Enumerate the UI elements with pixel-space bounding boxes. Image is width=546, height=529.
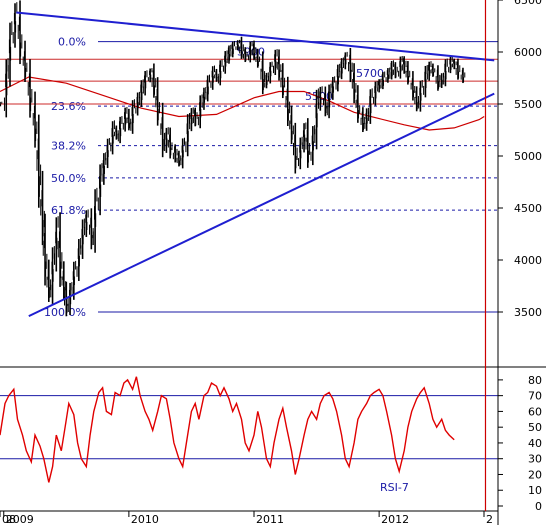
price-y-tick-label: 3500 xyxy=(514,306,542,319)
x-axis-tick-label: 2009 xyxy=(6,513,34,525)
rsi-y-tick-label: 10 xyxy=(528,484,542,497)
rsi-y-tick-label: 50 xyxy=(528,421,542,434)
rsi-y-tick-label: 0 xyxy=(535,500,542,513)
rsi-y-tick-label: 30 xyxy=(528,453,542,466)
fib-level-label: 100.0% xyxy=(44,306,86,319)
price-y-tick-label: 6000 xyxy=(514,46,542,59)
rsi-y-tick-label: 80 xyxy=(528,374,542,387)
fib-level-label: 0.0% xyxy=(58,36,86,49)
price-y-tick-label: 4500 xyxy=(514,202,542,215)
rsi-line xyxy=(0,376,455,483)
x-axis-tick-label: 2 xyxy=(486,513,493,525)
resistance-level-label: 5700 xyxy=(356,67,384,80)
rsi-y-tick-label: 20 xyxy=(528,468,542,481)
price-y-tick-label: 5500 xyxy=(514,98,542,111)
fib-level-label: 38.2% xyxy=(51,140,86,153)
rsi-panel: RSI-7 80 70 60 50 40 30 20 10 0 xyxy=(0,374,542,513)
rsi-legend-label: RSI-7 xyxy=(380,481,409,494)
trendline-downtrend xyxy=(16,11,495,62)
price-y-tick-label: 6500 xyxy=(514,0,542,7)
fib-level-label: 50.0% xyxy=(51,172,86,185)
rsi-y-tick-label: 70 xyxy=(528,390,542,403)
price-y-tick-label: 5000 xyxy=(514,150,542,163)
rsi-y-tick-label: 60 xyxy=(528,405,542,418)
fib-level-label: 23.6% xyxy=(51,100,86,113)
price-panel: 0.0%23.6%38.2%50.0%61.8%100.0%5900570055… xyxy=(0,0,542,319)
x-axis-tick-label: 08 xyxy=(2,513,16,525)
trendline-uptrend xyxy=(28,92,495,318)
price-y-tick-label: 4000 xyxy=(514,254,542,267)
moving-average-line xyxy=(0,76,485,131)
rsi-y-tick-label: 40 xyxy=(528,437,542,450)
x-axis-tick-label: 2010 xyxy=(131,513,159,525)
fib-level-label: 61.8% xyxy=(51,204,86,217)
x-axis-tick-label: 2011 xyxy=(256,513,284,525)
x-axis-tick-label: 2012 xyxy=(381,513,409,525)
